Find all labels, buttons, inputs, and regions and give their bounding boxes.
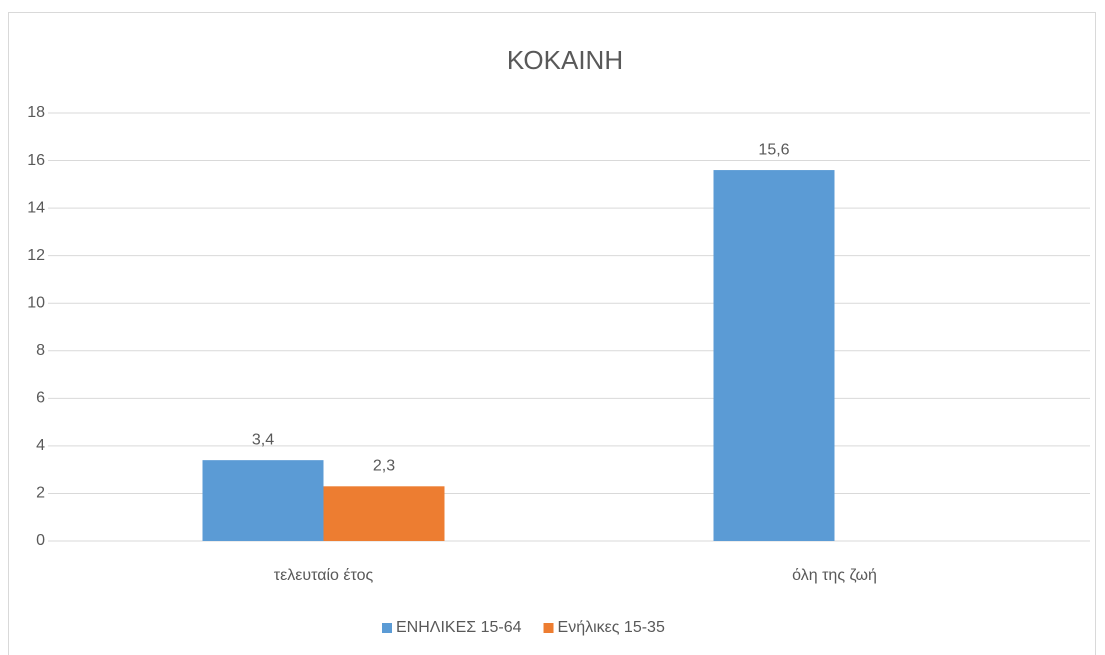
- y-tick-label: 2: [36, 485, 45, 502]
- legend-swatch: [382, 623, 392, 633]
- y-tick-label: 6: [36, 390, 45, 407]
- bar: [713, 170, 835, 542]
- data-label: 15,6: [758, 141, 789, 158]
- y-tick-label: 14: [27, 199, 45, 216]
- y-tick-label: 4: [36, 437, 45, 454]
- y-tick-label: 16: [27, 152, 45, 169]
- y-tick-label: 0: [36, 532, 45, 549]
- legend-label: ΕΝΗΛΙΚΕΣ 15-64: [396, 619, 522, 636]
- legend-label: Ενήλικες 15-35: [558, 619, 665, 636]
- legend-swatch: [543, 623, 554, 633]
- chart-border: [8, 12, 1096, 655]
- y-tick-label: 8: [36, 342, 45, 359]
- y-tick-label: 12: [27, 247, 45, 264]
- bar: [202, 460, 324, 541]
- y-tick-label: 18: [27, 104, 45, 121]
- x-tick-label: τελευταίο έτος: [274, 567, 374, 584]
- data-label: 3,4: [252, 431, 274, 448]
- data-label: 2,3: [373, 458, 395, 475]
- y-tick-label: 10: [27, 294, 45, 311]
- x-tick-label: όλη της ζωή: [792, 567, 877, 584]
- chart-title: ΚΟΚΑΙΝΗ: [507, 45, 623, 75]
- bar: [323, 486, 445, 541]
